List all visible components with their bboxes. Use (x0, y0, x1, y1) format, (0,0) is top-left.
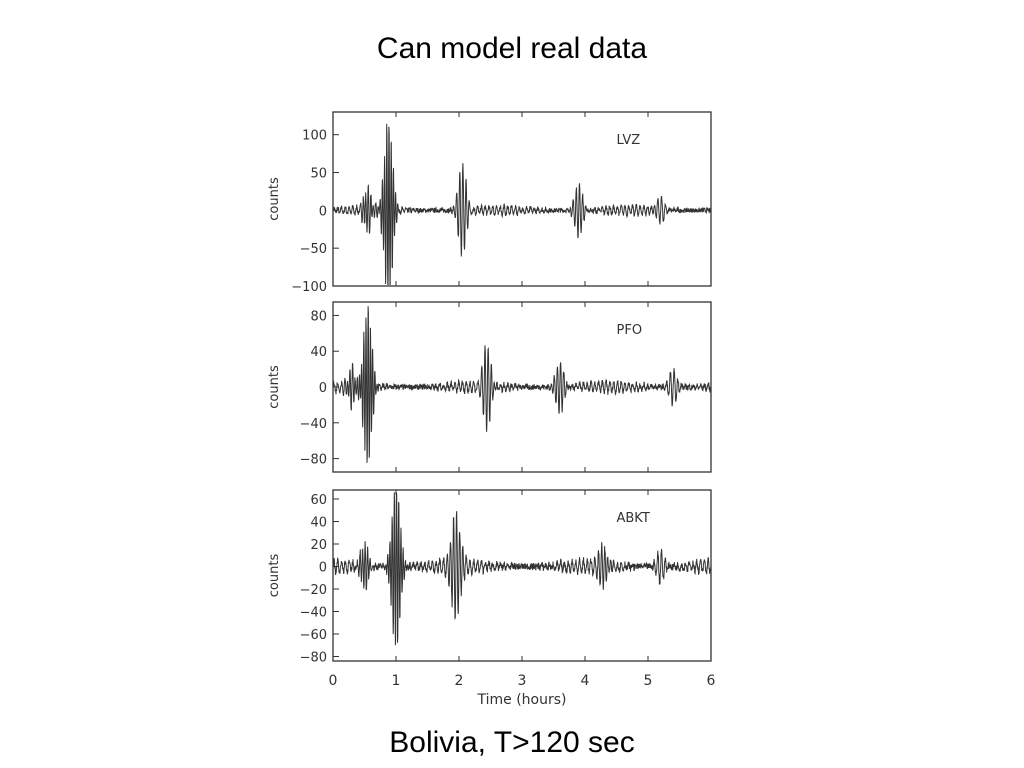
station-label: ABKT (617, 511, 650, 526)
y-axis-label: counts (267, 177, 282, 221)
y-tick-label: −20 (300, 583, 327, 598)
slide-title: Can model real data (376, 32, 648, 65)
y-tick-label: 0 (319, 381, 327, 396)
x-axis-label: Time (hours) (477, 692, 567, 708)
y-tick-label: 50 (310, 167, 327, 182)
x-tick-label: 6 (707, 673, 716, 689)
y-tick-label: −50 (300, 242, 327, 257)
y-axis-label: counts (267, 365, 282, 409)
series-line-abkt (332, 492, 712, 646)
x-tick-label: 1 (392, 673, 401, 689)
y-tick-label: 40 (310, 516, 327, 531)
y-tick-label: −40 (300, 606, 327, 621)
x-tick-label: 4 (581, 673, 590, 689)
y-tick-label: 0 (319, 204, 327, 219)
y-tick-label: −100 (291, 280, 327, 295)
y-tick-label: 0 (319, 561, 327, 576)
y-tick-label: 60 (310, 493, 327, 508)
series-line-pfo (332, 306, 712, 463)
panel-frame-abkt (332, 489, 712, 662)
station-label: LVZ (617, 133, 641, 148)
y-tick-label: −80 (300, 651, 327, 666)
station-label: PFO (617, 323, 643, 338)
y-axis-label: counts (267, 554, 282, 598)
y-tick-label: 80 (310, 309, 327, 324)
y-tick-label: −60 (300, 628, 327, 643)
y-tick-label: 40 (310, 345, 327, 360)
y-tick-label: −80 (300, 453, 327, 468)
y-tick-label: 20 (310, 538, 327, 553)
x-tick-label: 5 (644, 673, 653, 689)
slide-caption: Bolivia, T>120 sec (389, 726, 635, 759)
x-tick-label: 0 (329, 673, 338, 689)
y-tick-label: −40 (300, 417, 327, 432)
y-tick-label: 100 (302, 129, 327, 144)
x-tick-label: 3 (518, 673, 527, 689)
series-line-lvz (332, 123, 712, 285)
x-tick-label: 2 (455, 673, 464, 689)
